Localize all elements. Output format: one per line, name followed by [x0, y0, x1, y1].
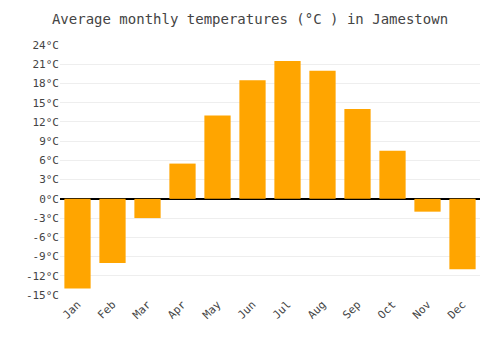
svg-text:3°C: 3°C: [39, 173, 59, 186]
svg-text:Dec: Dec: [445, 298, 468, 321]
svg-text:Mar: Mar: [130, 298, 154, 322]
svg-text:Sep: Sep: [340, 298, 363, 321]
svg-text:Apr: Apr: [165, 298, 189, 322]
svg-text:Average monthly temperatures (: Average monthly temperatures (°C ) in Ja…: [52, 11, 448, 27]
svg-text:18°C: 18°C: [33, 77, 60, 90]
svg-text:-12°C: -12°C: [26, 270, 59, 283]
svg-text:-3°C: -3°C: [33, 212, 60, 225]
svg-text:Feb: Feb: [95, 298, 118, 321]
svg-text:9°C: 9°C: [39, 135, 59, 148]
svg-text:21°C: 21°C: [33, 58, 60, 71]
svg-text:Aug: Aug: [305, 298, 328, 321]
svg-text:-15°C: -15°C: [26, 289, 59, 302]
svg-text:6°C: 6°C: [39, 154, 59, 167]
svg-text:0°C: 0°C: [39, 193, 59, 206]
svg-text:Jan: Jan: [60, 298, 83, 321]
svg-text:24°C: 24°C: [33, 39, 60, 52]
svg-text:-9°C: -9°C: [33, 250, 60, 263]
svg-text:Jun: Jun: [235, 298, 258, 321]
svg-text:Nov: Nov: [410, 298, 434, 322]
svg-text:12°C: 12°C: [33, 116, 60, 129]
svg-text:15°C: 15°C: [33, 97, 60, 110]
svg-text:Jul: Jul: [270, 298, 293, 321]
svg-text:May: May: [200, 298, 224, 322]
svg-text:Oct: Oct: [375, 298, 398, 321]
svg-text:-6°C: -6°C: [33, 231, 60, 244]
